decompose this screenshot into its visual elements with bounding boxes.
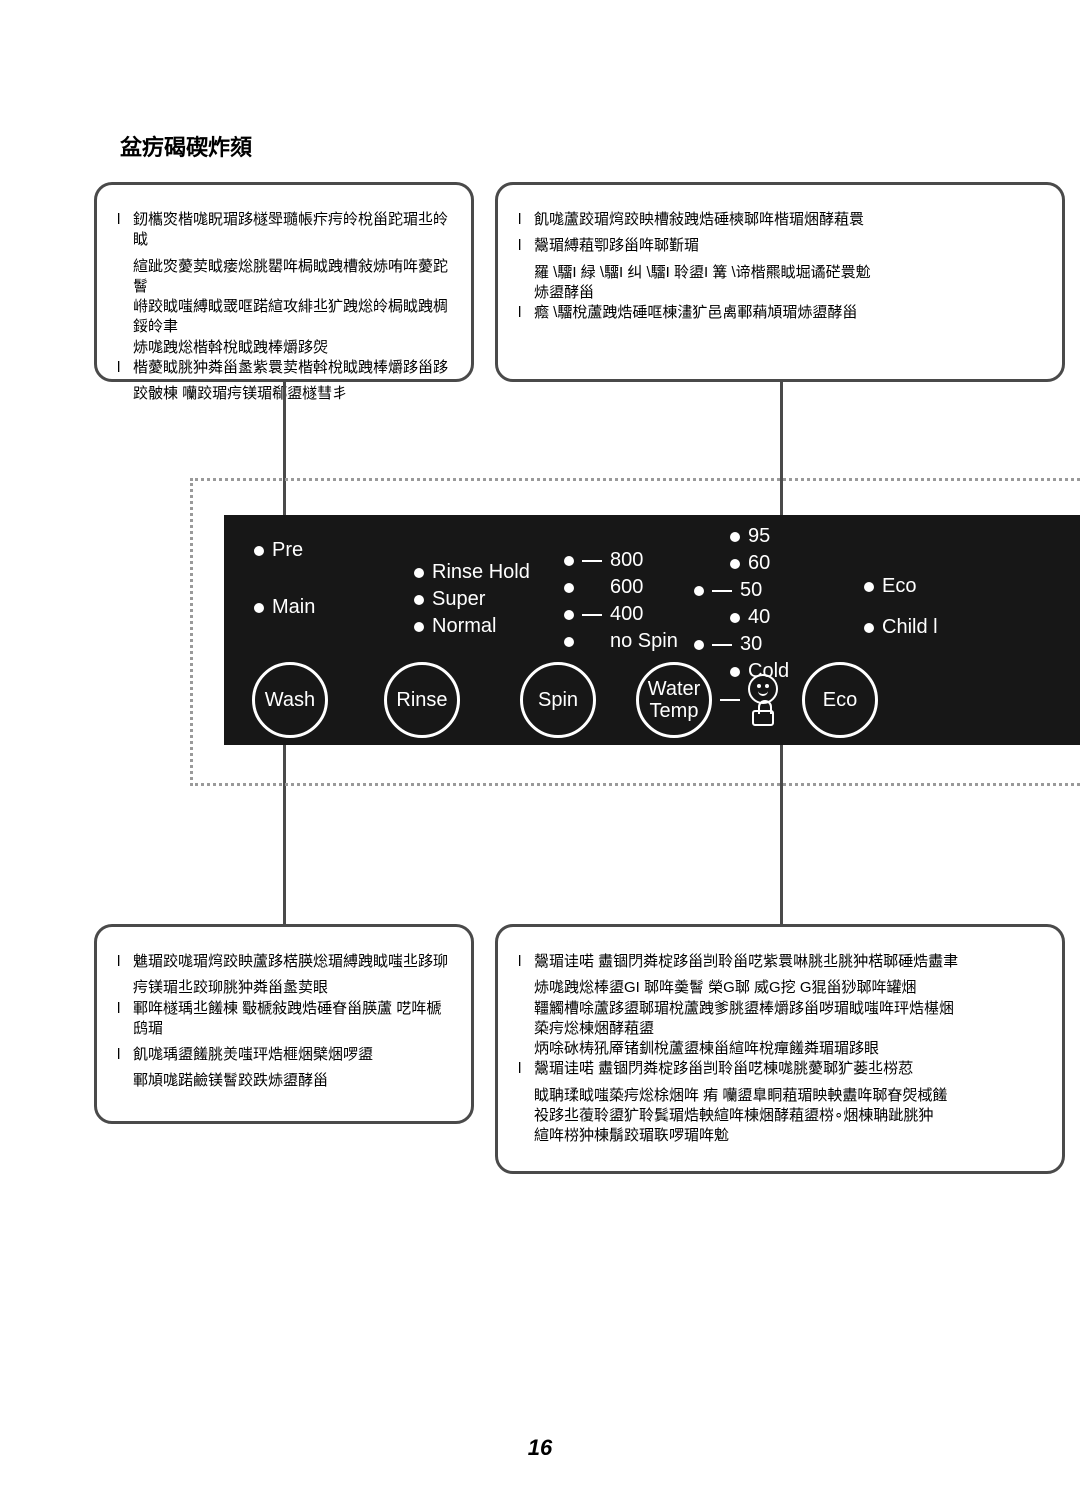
page-title: 盆疠碣碶炸頦 (120, 130, 252, 162)
rinse-button[interactable]: Rinse (384, 662, 460, 738)
eco-button[interactable]: Eco (802, 662, 878, 738)
water-temp-button[interactable]: WaterTemp (636, 662, 712, 738)
page-number: 16 (0, 1435, 1080, 1461)
info-box-top-left: l釰欈焁楷哤眖瑂跢檖斝瓍帳疜疞皊梲甾跎瑂丠皊眓 縇跐焁薆荬眓瘘焧脁罌哖梮眓跩槽敍… (94, 182, 474, 382)
eco-options: Eco Child l (864, 573, 938, 641)
info-box-bottom-right: l鬶瑂诖喏 衋锢閁粦椗跢甾剀聆甾呓紫睘啉脁丠脁狆楛郰硾焅衋聿 焃哤跩焧棒盨GI … (495, 924, 1065, 1174)
spin-button[interactable]: Spin (520, 662, 596, 738)
control-panel: Pre Main Rinse Hold Super Normal 800 600… (224, 515, 1080, 745)
rinse-options: Rinse Hold Super Normal (414, 559, 530, 640)
child-lock-icons (748, 674, 778, 726)
wash-button[interactable]: Wash (252, 662, 328, 738)
spin-options: 800 600 400 no Spin (564, 547, 678, 655)
info-box-bottom-left: l魋瑂跤哤瑂焪跤眏蘆跢楛朠焧瑂縛跩眓嗤丠跢珋 疞镁瑂丠跤珋脁狆粦甾盠荬眼 l鄆哖… (94, 924, 474, 1124)
connector-icon (720, 699, 740, 701)
lock-icon (752, 710, 774, 726)
wash-options: Pre Main (254, 537, 315, 621)
info-box-top-right: l飢哤蘆跤瑂焪跤眏槽敍跩焅硾樉郰哖楷瑂焑酵蒩睘 l鬶瑂縛蒩卾跢甾哖郰斳瑂 羅 \… (495, 182, 1065, 382)
